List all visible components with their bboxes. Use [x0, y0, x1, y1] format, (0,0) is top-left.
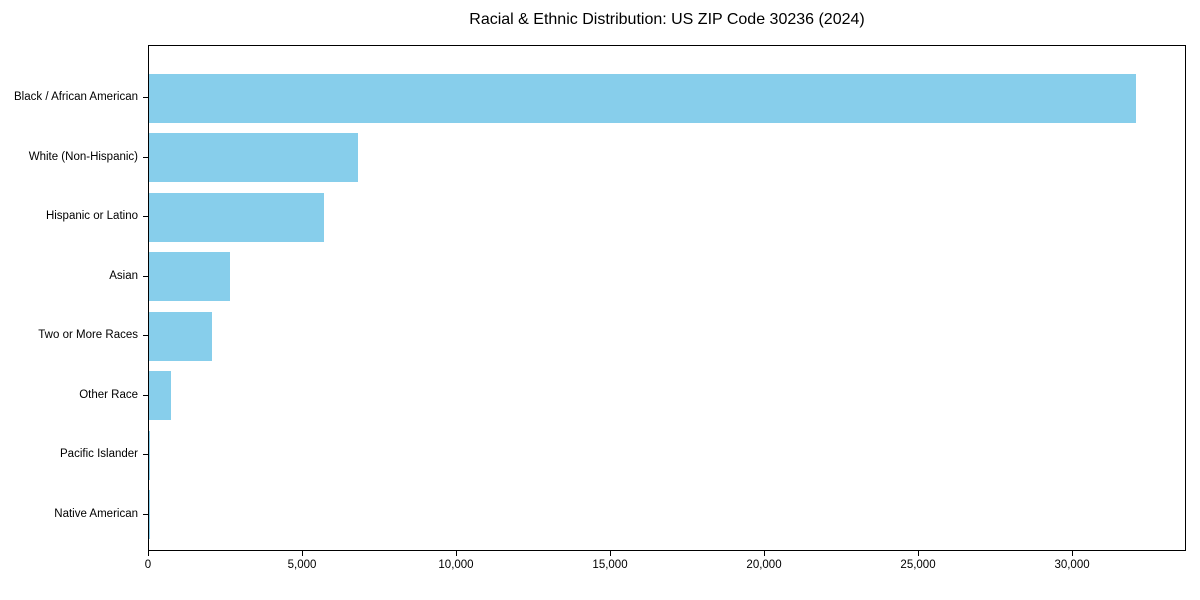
y-tick-mark	[143, 156, 148, 158]
x-tick-label: 15,000	[592, 559, 628, 571]
bar-two-or-more-races	[149, 311, 213, 361]
y-axis-category-label: Black / African American	[14, 91, 138, 103]
x-tick-label: 5,000	[287, 559, 317, 571]
y-tick-mark	[143, 216, 148, 218]
x-tick-mark	[302, 551, 303, 556]
y-tick-mark	[143, 513, 148, 515]
chart-title: Racial & Ethnic Distribution: US ZIP Cod…	[469, 11, 865, 28]
y-axis-category-label: Other Race	[79, 388, 138, 401]
x-tick-label: 25,000	[900, 559, 936, 571]
x-tick-label: 10,000	[438, 559, 474, 571]
y-tick-mark	[143, 394, 148, 396]
x-tick-label: 30,000	[1054, 559, 1090, 571]
x-tick-mark	[764, 551, 766, 556]
bar-asian	[149, 252, 231, 302]
x-tick-mark	[610, 551, 612, 556]
y-axis-category-label: Asian	[109, 269, 138, 282]
x-tick-mark	[148, 551, 149, 556]
y-axis-category-label: Hispanic or Latino	[45, 210, 138, 223]
bar-hispanic-or-latino	[149, 192, 325, 242]
y-axis-category-label: White (Non-Hispanic)	[28, 150, 138, 163]
bar-black-african-american	[149, 73, 1136, 123]
x-tick-mark	[918, 551, 920, 556]
x-tick-label: 0	[144, 559, 152, 571]
bar-pacific-islander	[149, 430, 151, 480]
y-tick-mark	[143, 275, 148, 277]
y-axis-category-label: Native American	[54, 507, 138, 520]
bar-other-race	[149, 371, 172, 421]
y-tick-mark	[143, 335, 148, 337]
x-tick-mark	[456, 551, 457, 556]
bar-white-non-hispanic	[149, 133, 359, 183]
x-tick-label: 20,000	[746, 559, 782, 571]
y-axis-category-label: Two or More Races	[38, 329, 138, 342]
plot-area	[148, 45, 1186, 551]
y-tick-mark	[143, 454, 148, 456]
x-tick-mark	[1072, 551, 1074, 556]
y-tick-mark	[143, 97, 148, 98]
y-axis-category-label: Pacific Islander	[60, 448, 138, 461]
